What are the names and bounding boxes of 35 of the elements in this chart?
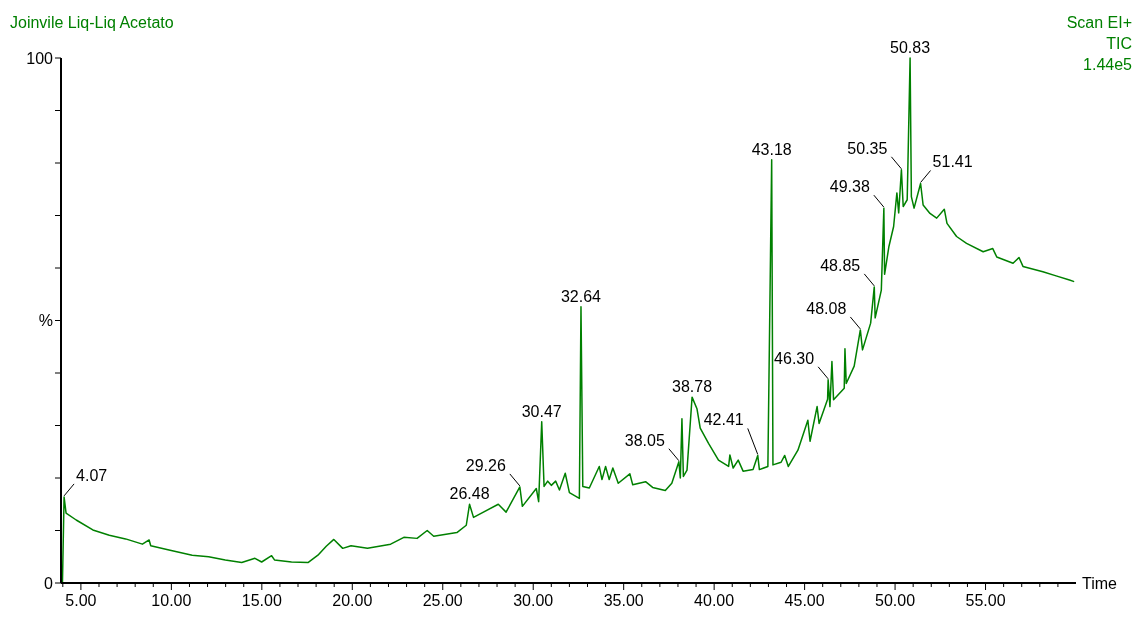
x-tick-label: 35.00 bbox=[603, 592, 644, 609]
annotation: 48.08 bbox=[806, 299, 847, 317]
text: Scan EI+ bbox=[1066, 14, 1132, 31]
y-tick-label: 100 bbox=[26, 49, 54, 67]
text: 1.44e5 bbox=[1083, 56, 1133, 73]
annotation: 51.41 bbox=[932, 153, 973, 171]
y-axis-title: % bbox=[38, 312, 53, 330]
annotation: 30.47 bbox=[521, 402, 562, 420]
annotation: 38.78 bbox=[672, 378, 713, 396]
x-tick-label: 40.00 bbox=[694, 592, 735, 609]
x-tick-label: 5.00 bbox=[65, 592, 97, 609]
x-tick-label: 50.00 bbox=[875, 592, 916, 609]
x-tick-label: 15.00 bbox=[241, 592, 282, 609]
annotation: 48.85 bbox=[820, 256, 861, 274]
annotation: 32.64 bbox=[560, 287, 602, 305]
annotation: 49.38 bbox=[829, 178, 870, 196]
annotation: 26.48 bbox=[449, 485, 490, 503]
x-tick-label: 30.00 bbox=[513, 592, 554, 609]
annotation: 38.05 bbox=[624, 431, 665, 449]
annotation: 42.41 bbox=[703, 411, 744, 429]
annotation: 50.83 bbox=[890, 39, 931, 56]
text: TIC bbox=[1106, 35, 1132, 52]
annotation: 29.26 bbox=[465, 456, 506, 474]
x-tick-label: 20.00 bbox=[332, 592, 373, 609]
annotation: 43.18 bbox=[751, 140, 792, 158]
x-tick-label: 45.00 bbox=[784, 592, 825, 609]
annotation: 46.30 bbox=[774, 349, 815, 367]
y-tick-label: 0 bbox=[44, 574, 54, 592]
x-tick-label: 10.00 bbox=[151, 592, 192, 609]
x-tick-label: 25.00 bbox=[422, 592, 463, 609]
annotation: 4.07 bbox=[76, 466, 108, 484]
x-axis-title: Time bbox=[1082, 574, 1118, 592]
chart-title: Joinvile Liq-Liq Acetato bbox=[10, 14, 174, 31]
annotation: 50.35 bbox=[847, 139, 888, 157]
x-tick-label: 55.00 bbox=[965, 592, 1006, 609]
